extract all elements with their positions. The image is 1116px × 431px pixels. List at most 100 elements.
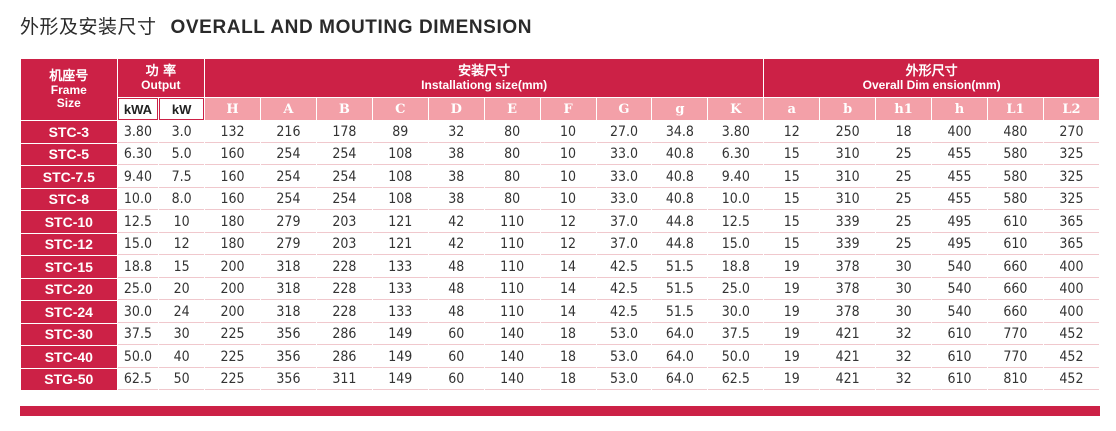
value-cell: 3.0 (159, 121, 205, 143)
value-cell: 356 (260, 346, 316, 368)
value-cell: 60 (428, 346, 484, 368)
value-cell: 356 (260, 323, 316, 345)
value-cell: 40.8 (652, 143, 708, 165)
value-cell: 6.30 (708, 143, 764, 165)
value-cell: 64.0 (652, 346, 708, 368)
value-cell: 10 (159, 211, 205, 233)
value-cell: 37.0 (596, 233, 652, 255)
value-cell: 200 (205, 301, 260, 323)
value-cell: 80 (484, 188, 540, 210)
value-cell: 51.5 (652, 278, 708, 300)
value-cell: 10.0 (117, 188, 159, 210)
value-cell: 140 (484, 368, 540, 390)
value-cell: 365 (1043, 211, 1099, 233)
frame-size-cell: STC-8 (21, 188, 117, 210)
value-cell: 12 (159, 233, 205, 255)
value-cell: 50.0 (117, 346, 159, 368)
value-cell: 25 (876, 166, 932, 188)
value-cell: 540 (932, 278, 987, 300)
value-cell: 37.5 (708, 323, 764, 345)
value-cell: 110 (484, 301, 540, 323)
value-cell: 25.0 (708, 278, 764, 300)
value-cell: 400 (1043, 256, 1099, 278)
table-row: STC-24 30.0 24 200 318 228 133 48 110 14 42.5 51.5 3… (21, 301, 1099, 323)
value-cell: 254 (316, 188, 372, 210)
value-cell: 38 (428, 143, 484, 165)
value-cell: 18 (540, 346, 596, 368)
value-cell: 660 (987, 301, 1043, 323)
value-cell: 378 (820, 278, 876, 300)
value-cell: 540 (932, 301, 987, 323)
value-cell: 3.80 (708, 121, 764, 143)
value-cell: 610 (932, 346, 987, 368)
value-cell: 80 (484, 143, 540, 165)
value-cell: 339 (820, 233, 876, 255)
value-cell: 254 (316, 166, 372, 188)
value-cell: 810 (987, 368, 1043, 390)
value-cell: 110 (484, 256, 540, 278)
table-row: STC-12 15.0 12 180 279 203 121 42 110 12 37.0 44.8 1… (21, 233, 1099, 255)
value-cell: 51.5 (652, 301, 708, 323)
value-cell: 400 (1043, 301, 1099, 323)
frame-size-header: 机座号 Frame Size (21, 59, 117, 120)
value-cell: 108 (372, 166, 428, 188)
value-cell: 270 (1043, 121, 1099, 143)
table-row: STG-50 62.5 50 225 356 311 149 60 140 18 53.0 64.0 6… (21, 368, 1099, 390)
value-cell: 32 (876, 323, 932, 345)
col-E: E (484, 98, 540, 120)
value-cell: 9.40 (708, 166, 764, 188)
value-cell: 400 (932, 121, 987, 143)
install-size-header: 安装尺寸 Installationg size(mm) (205, 59, 764, 97)
table-row: STC-10 12.5 10 180 279 203 121 42 110 12 37.0 44.8 1… (21, 211, 1099, 233)
value-cell: 15 (764, 143, 820, 165)
col-a: a (764, 98, 820, 120)
value-cell: 30 (159, 323, 205, 345)
value-cell: 160 (205, 143, 260, 165)
value-cell: 12.5 (117, 211, 159, 233)
value-cell: 44.8 (652, 211, 708, 233)
value-cell: 80 (484, 166, 540, 188)
col-H: H (205, 98, 260, 120)
value-cell: 34.8 (652, 121, 708, 143)
table-row: STC-5 6.30 5.0 160 254 254 108 38 80 10 33.0 40.8 6.… (21, 143, 1099, 165)
value-cell: 140 (484, 346, 540, 368)
value-cell: 770 (987, 323, 1043, 345)
value-cell: 10 (540, 188, 596, 210)
frame-size-cell: STC-3 (21, 121, 117, 143)
title-en: OVERALL AND MOUTING DIMENSION (170, 17, 533, 38)
value-cell: 318 (260, 256, 316, 278)
value-cell: 133 (372, 301, 428, 323)
value-cell: 325 (1043, 166, 1099, 188)
value-cell: 12 (540, 233, 596, 255)
value-cell: 18 (540, 323, 596, 345)
table-row: STC-30 37.5 30 225 356 286 149 60 140 18 53.0 64.0 3… (21, 323, 1099, 345)
frame-size-cell: STG-50 (21, 368, 117, 390)
frame-size-cell: STC-24 (21, 301, 117, 323)
value-cell: 14 (540, 278, 596, 300)
value-cell: 48 (428, 301, 484, 323)
value-cell: 580 (987, 188, 1043, 210)
col-h1: h1 (876, 98, 932, 120)
value-cell: 540 (932, 256, 987, 278)
frame-size-cell: STC-5 (21, 143, 117, 165)
table-row: STC-15 18.8 15 200 318 228 133 48 110 14 42.5 51.5 1… (21, 256, 1099, 278)
value-cell: 286 (316, 323, 372, 345)
value-cell: 19 (764, 323, 820, 345)
frame-size-cell: STC-15 (21, 256, 117, 278)
value-cell: 160 (205, 188, 260, 210)
value-cell: 121 (372, 211, 428, 233)
value-cell: 110 (484, 211, 540, 233)
value-cell: 580 (987, 166, 1043, 188)
col-L2: L2 (1043, 98, 1099, 120)
value-cell: 225 (205, 346, 260, 368)
value-cell: 20 (159, 278, 205, 300)
value-cell: 160 (205, 166, 260, 188)
value-cell: 254 (316, 143, 372, 165)
value-cell: 30 (876, 301, 932, 323)
value-cell: 37.0 (596, 211, 652, 233)
title-cn: 外形及安装尺寸 (20, 16, 157, 38)
value-cell: 37.5 (117, 323, 159, 345)
bottom-bar (20, 406, 1100, 416)
value-cell: 30.0 (708, 301, 764, 323)
value-cell: 10.0 (708, 188, 764, 210)
